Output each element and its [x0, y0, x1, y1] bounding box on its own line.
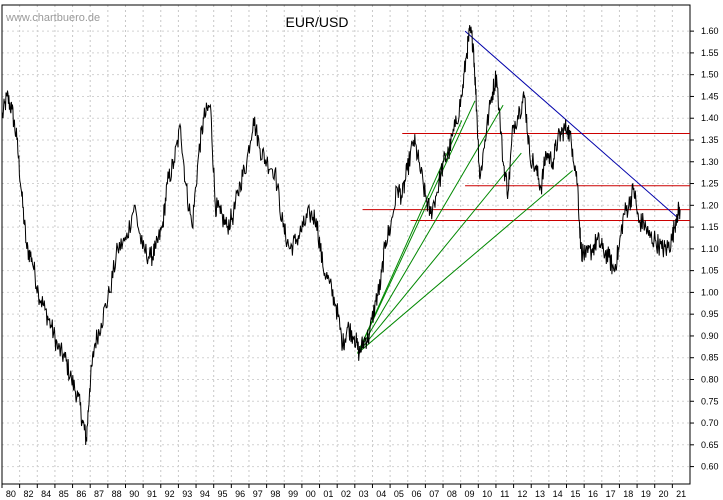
y-tick-label: 1.05 — [701, 266, 719, 276]
x-tick-label: 21 — [676, 489, 686, 499]
x-tick-label: 15 — [570, 489, 580, 499]
chart-title: EUR/USD — [285, 14, 348, 30]
x-tick-label: 90 — [129, 489, 139, 499]
x-tick-label: 93 — [182, 489, 192, 499]
y-tick-label: 1.15 — [701, 222, 719, 232]
trend-line — [464, 30, 679, 219]
x-tick-label: 95 — [218, 489, 228, 499]
series-group — [1, 25, 681, 446]
y-tick-label: 1.60 — [701, 26, 719, 36]
y-tick-label: 0.75 — [701, 396, 719, 406]
y-tick-label: 0.80 — [701, 374, 719, 384]
x-tick-label: 14 — [553, 489, 563, 499]
y-tick-label: 1.30 — [701, 157, 719, 167]
x-tick-label: 09 — [464, 489, 474, 499]
x-tick-label: 10 — [482, 489, 492, 499]
x-tick-label: 91 — [147, 489, 157, 499]
y-tick-label: 0.95 — [701, 309, 719, 319]
y-tick-label: 1.55 — [701, 48, 719, 58]
y-tick-label: 1.35 — [701, 135, 719, 145]
y-tick-label: 1.00 — [701, 287, 719, 297]
x-tick-label: 07 — [429, 489, 439, 499]
x-tick-label: 19 — [641, 489, 651, 499]
y-tick-label: 0.85 — [701, 353, 719, 363]
y-tick-label: 1.20 — [701, 200, 719, 210]
trend-lines — [357, 30, 679, 354]
y-tick-label: 0.70 — [701, 418, 719, 428]
x-tick-label: 13 — [535, 489, 545, 499]
x-tick-label: 85 — [59, 489, 69, 499]
y-tick-label: 0.60 — [701, 462, 719, 472]
plot-frame — [1, 4, 691, 485]
x-tick-label: 01 — [323, 489, 333, 499]
x-tick-label: 97 — [253, 489, 263, 499]
x-tick-label: 80 — [6, 489, 16, 499]
trend-line — [357, 152, 522, 354]
x-tick-label: 92 — [165, 489, 175, 499]
x-tick-label: 96 — [235, 489, 245, 499]
y-tick-label: 1.25 — [701, 179, 719, 189]
y-tick-label: 0.65 — [701, 440, 719, 450]
x-tick-label: 08 — [447, 489, 457, 499]
x-tick-label: 04 — [376, 489, 386, 499]
x-tick-label: 03 — [359, 489, 369, 499]
x-tick-label: 18 — [623, 489, 633, 499]
x-tick-label: 87 — [94, 489, 104, 499]
watermark: www.chartbuero.de — [5, 12, 100, 24]
x-tick-label: 05 — [394, 489, 404, 499]
x-tick-label: 86 — [76, 489, 86, 499]
x-tick-label: 99 — [288, 489, 298, 499]
x-tick-label: 12 — [517, 489, 527, 499]
x-axis-ticks: 80 82 84 85 86 87 88 90 91 92 93 94 95 96 97 98 99 00 01 02… — [1, 484, 686, 499]
x-tick-label: 11 — [500, 489, 509, 499]
x-tick-label: 06 — [412, 489, 422, 499]
y-tick-label: 0.90 — [701, 331, 719, 341]
x-tick-label: 20 — [659, 489, 669, 499]
trend-line — [357, 100, 476, 354]
x-tick-label: 82 — [23, 489, 33, 499]
y-tick-label: 1.40 — [701, 113, 719, 123]
x-tick-label: 94 — [200, 489, 210, 499]
price-series-line — [1, 25, 681, 446]
x-tick-label: 00 — [306, 489, 316, 499]
x-tick-label: 98 — [270, 489, 280, 499]
y-tick-label: 1.45 — [701, 91, 719, 101]
plot-border — [1, 4, 691, 485]
y-axis-ticks: 0.60 0.65 0.70 0.75 0.80 0.85 0.90 0.95 1.00 1.05… — [690, 26, 719, 472]
x-tick-label: 02 — [341, 489, 351, 499]
y-tick-label: 1.50 — [701, 70, 719, 80]
x-tick-label: 88 — [112, 489, 122, 499]
x-tick-label: 17 — [606, 489, 616, 499]
x-tick-label: 84 — [41, 489, 51, 499]
trend-line — [357, 170, 573, 354]
x-tick-label: 16 — [588, 489, 598, 499]
y-tick-label: 1.10 — [701, 244, 719, 254]
